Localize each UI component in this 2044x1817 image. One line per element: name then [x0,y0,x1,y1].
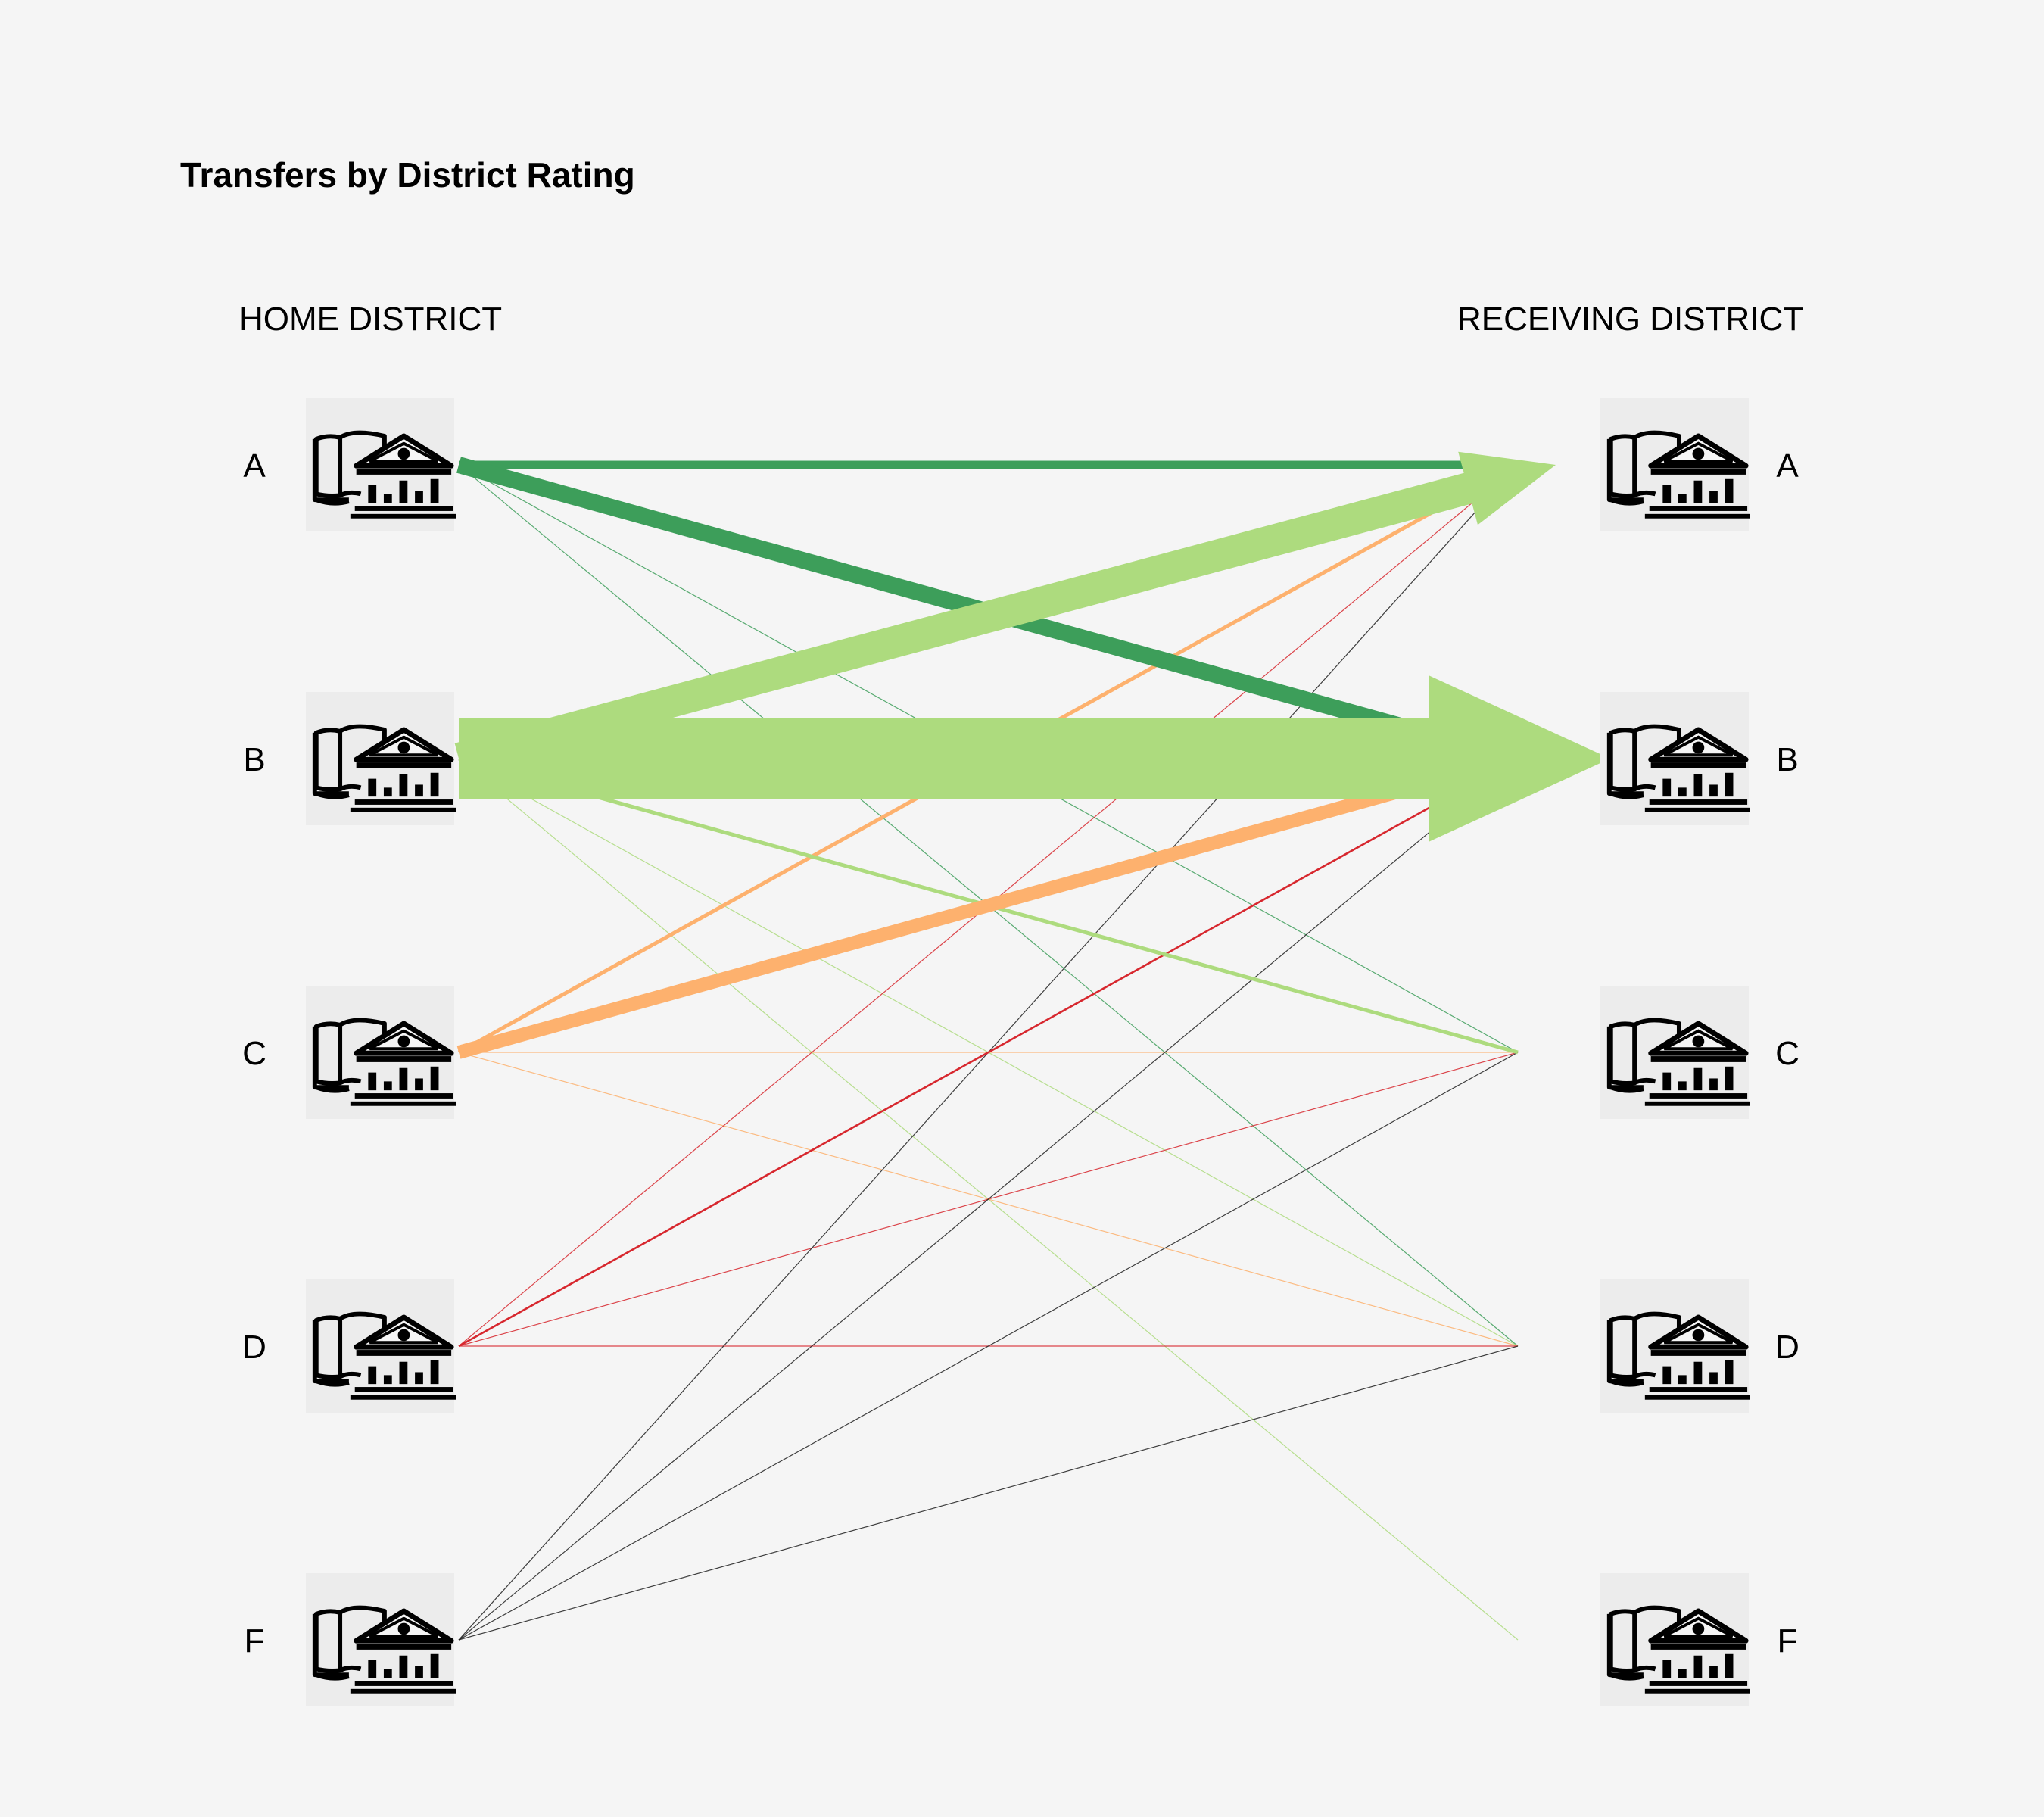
flow-lines [454,451,1610,1641]
flow-f-to-c [458,1052,1519,1641]
home-district-c: C [242,986,457,1119]
home-label-a: A [243,447,266,485]
flow-f-to-d [458,1345,1519,1641]
flow-b-to-b [459,675,1610,842]
receiving-district-b: B [1600,692,1799,825]
chart-title: Transfers by District Rating [180,155,635,195]
home-label-c: C [242,1035,266,1072]
receiving-district-a: A [1600,398,1799,531]
flow-b-to-a [454,451,1556,774]
receiving-label-f: F [1778,1622,1798,1660]
home-district-header: HOME DISTRICT [239,301,502,338]
home-district-b: B [243,692,457,825]
home-district-a: A [243,398,457,531]
home-district-d: D [242,1279,457,1413]
home-label-d: D [242,1329,266,1366]
home-label-b: B [243,741,265,778]
flow-c-to-b [456,752,1520,1059]
district-nodes: A B C D F A B C D F [242,398,1799,1706]
receiving-district-c: C [1600,986,1799,1119]
receiving-district-f: F [1600,1573,1797,1706]
receiving-label-d: D [1775,1329,1799,1366]
receiving-district-header: RECEIVING DISTRICT [1457,301,1803,338]
home-district-f: F [245,1573,457,1706]
receiving-label-c: C [1775,1035,1799,1072]
receiving-label-b: B [1776,741,1798,778]
flow-f-to-b [458,758,1519,1641]
receiving-label-a: A [1776,447,1799,485]
flow-d-to-b [458,757,1519,1348]
home-label-f: F [245,1622,265,1660]
receiving-district-d: D [1600,1279,1799,1413]
